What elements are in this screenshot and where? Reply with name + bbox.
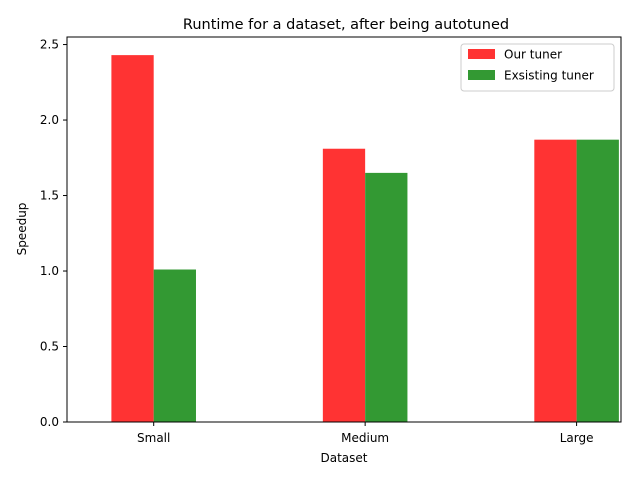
bar-our-tuner-medium	[322, 148, 366, 423]
y-tick-label: 2.0	[40, 113, 59, 127]
x-axis-label: Dataset	[321, 451, 368, 465]
legend-swatch	[468, 70, 495, 80]
bar-our-tuner-small	[111, 55, 154, 423]
legend-label: Our tuner	[504, 48, 562, 62]
chart-title: Runtime for a dataset, after being autot…	[183, 17, 509, 33]
bar-existing-tuner-medium	[365, 172, 408, 422]
bar-existing-tuner-large	[576, 139, 619, 423]
x-tick-label: Large	[560, 431, 594, 445]
x-tick-label: Medium	[341, 431, 389, 445]
y-tick-label: 1.5	[40, 189, 59, 203]
legend: Our tuner Exsisting tuner	[460, 43, 615, 92]
plot-frame	[66, 36, 622, 423]
y-tick-label: 2.5	[40, 38, 59, 52]
legend-box	[460, 43, 615, 92]
y-tick-label: 0.5	[40, 340, 59, 354]
y-tick-label: 0.0	[40, 415, 59, 429]
y-axis-label: Speedup	[15, 203, 29, 256]
legend-label: Exsisting tuner	[504, 69, 594, 83]
legend-swatch	[468, 49, 495, 59]
y-axis: 0.0 0.5 1.0 1.5 2.0 2.5	[40, 38, 67, 429]
x-tick-label: Small	[137, 431, 170, 445]
bars-layer	[111, 55, 619, 423]
y-tick-label: 1.0	[40, 264, 59, 278]
bar-our-tuner-large	[534, 139, 577, 423]
bar-existing-tuner-small	[153, 269, 196, 422]
x-axis: Small Medium Large	[137, 422, 593, 445]
